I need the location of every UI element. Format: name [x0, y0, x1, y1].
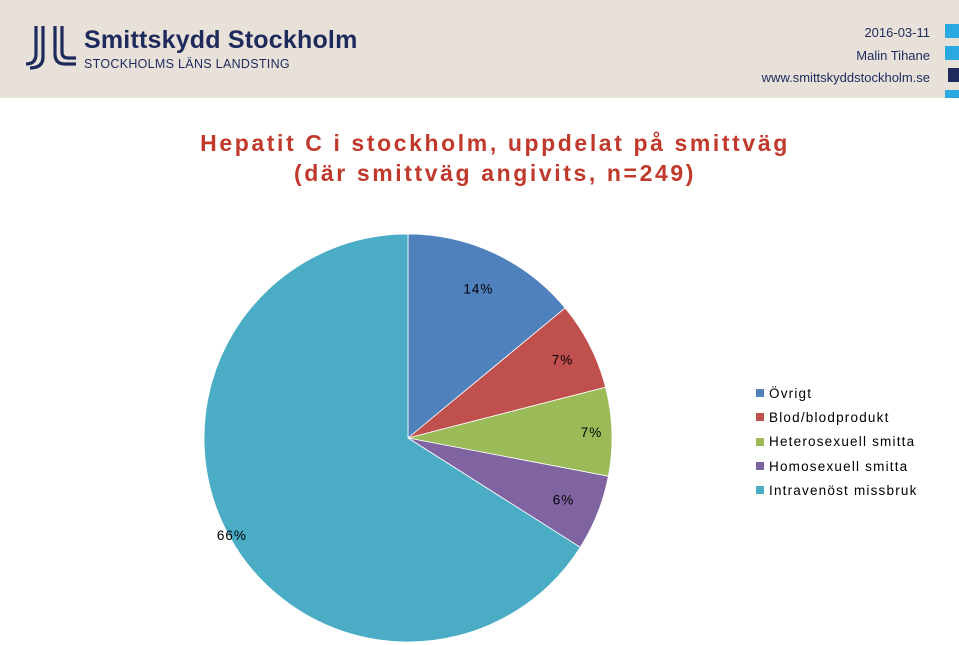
header-meta: 2016-03-11 Malin Tihane www.smittskyddst…: [762, 22, 930, 90]
pie-slice-ovrigt: [407, 233, 566, 439]
accent-square-4: [945, 90, 959, 98]
legend-label: Blod/blodprodukt: [769, 409, 890, 425]
report-author: Malin Tihane: [856, 47, 930, 63]
legend-item-intravenost-missbruk: Intravenöst missbruk: [756, 478, 918, 502]
data-label-intravenost-missbruk: 66%: [217, 528, 247, 543]
website-url: www.smittskyddstockholm.se: [761, 70, 930, 85]
logo: Smittskydd Stockholm STOCKHOLMS LÄNS LAN…: [22, 24, 382, 74]
legend-item-blod-blodprodukt: Blod/blodprodukt: [756, 405, 918, 429]
logo-subtitle: STOCKHOLMS LÄNS LANDSTING: [84, 57, 290, 71]
legend-label: Homosexuell smitta: [769, 458, 909, 474]
legend-label: Övrigt: [769, 385, 813, 401]
header-bar: Smittskydd Stockholm STOCKHOLMS LÄNS LAN…: [0, 0, 959, 98]
chart-title: Hepatit C i stockholm, uppdelat på smitt…: [150, 128, 840, 188]
legend-swatch: [756, 486, 764, 495]
legend-label: Intravenöst missbruk: [769, 482, 918, 498]
accent-square-2: [945, 46, 959, 60]
legend-swatch: [756, 389, 764, 398]
legend-item-ovrigt: Övrigt: [756, 381, 918, 405]
data-label-homosexuell-smitta: 6%: [553, 493, 575, 508]
logo-name: Smittskydd Stockholm: [84, 26, 358, 54]
accent-square-3: [948, 68, 959, 82]
legend-label: Heterosexuell smitta: [769, 434, 916, 450]
legend-item-homosexuell-smitta: Homosexuell smitta: [756, 454, 918, 478]
chart-title-line-2: (där smittväg angivits, n=249): [293, 160, 697, 186]
data-label-blod-blodprodukt: 7%: [552, 352, 574, 367]
chart-title-line-1: Hepatit C i stockholm, uppdelat på smitt…: [200, 130, 790, 156]
report-date: 2016-03-11: [864, 25, 930, 40]
legend-swatch: [756, 413, 764, 422]
chart-legend: Övrigt Blod/blodprodukt Heterosexuell smit…: [756, 381, 918, 502]
data-label-heterosexuell-smitta: 7%: [581, 425, 603, 440]
data-label-ovrigt: 14%: [463, 281, 493, 296]
legend-swatch: [756, 462, 764, 471]
pie-slice-intravenost-missbruk: [203, 233, 581, 643]
legend-item-heterosexuell-smitta: Heterosexuell smitta: [756, 430, 918, 454]
logo-mark-icon: [25, 26, 76, 70]
legend-swatch: [756, 437, 764, 446]
accent-square-1: [945, 24, 959, 38]
